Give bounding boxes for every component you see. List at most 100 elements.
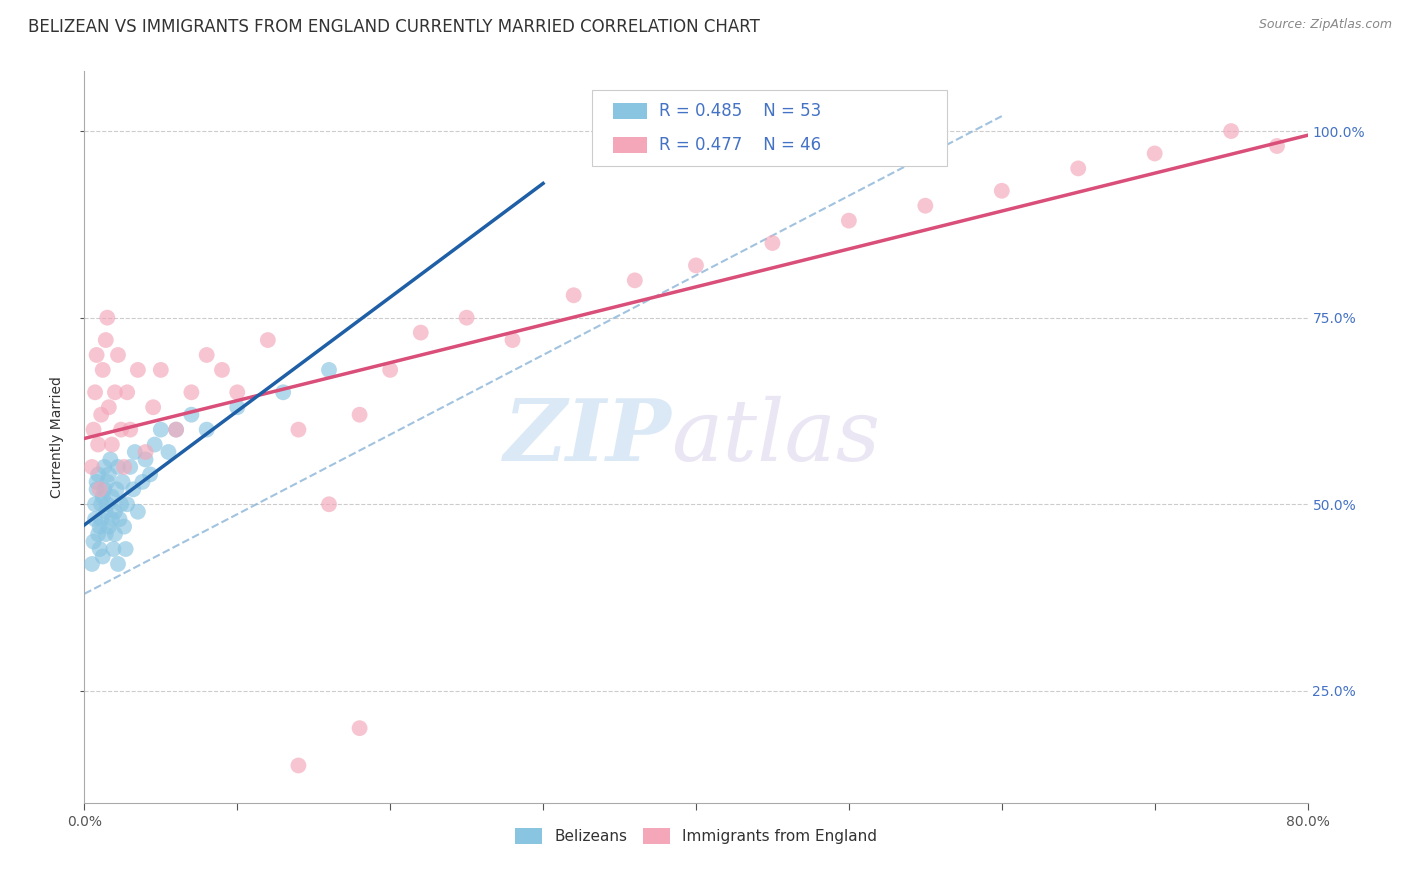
Point xyxy=(165,423,187,437)
Point xyxy=(120,423,142,437)
Point xyxy=(103,542,125,557)
Point xyxy=(94,333,117,347)
Point xyxy=(1067,161,1090,176)
Point xyxy=(502,333,524,347)
Point xyxy=(89,483,111,497)
Point xyxy=(107,348,129,362)
Point xyxy=(111,475,134,489)
Point xyxy=(98,452,121,467)
Point xyxy=(80,557,103,571)
Point xyxy=(104,385,127,400)
Point xyxy=(97,519,120,533)
Point xyxy=(94,505,117,519)
Point xyxy=(87,437,110,451)
Text: R = 0.477    N = 46: R = 0.477 N = 46 xyxy=(659,136,821,154)
Point xyxy=(624,273,647,287)
Point xyxy=(97,467,120,482)
Point xyxy=(349,721,371,735)
Text: Source: ZipAtlas.com: Source: ZipAtlas.com xyxy=(1258,18,1392,31)
Point xyxy=(87,467,110,482)
Point xyxy=(1143,146,1166,161)
Point xyxy=(165,423,187,437)
Point xyxy=(94,527,117,541)
Point xyxy=(83,534,105,549)
Point xyxy=(456,310,478,325)
Point xyxy=(84,512,107,526)
Point xyxy=(127,363,149,377)
Point xyxy=(318,363,340,377)
Point xyxy=(838,213,860,227)
Point xyxy=(409,326,432,340)
Point xyxy=(110,497,132,511)
Point xyxy=(96,475,118,489)
Point xyxy=(122,483,145,497)
Point xyxy=(380,363,402,377)
Text: ZIP: ZIP xyxy=(503,395,672,479)
Point xyxy=(101,490,124,504)
Point xyxy=(195,423,218,437)
Point xyxy=(91,363,114,377)
Point xyxy=(104,505,127,519)
Point xyxy=(107,459,129,474)
Point xyxy=(91,490,114,504)
Point xyxy=(211,363,233,377)
Point xyxy=(195,348,218,362)
Point xyxy=(257,333,280,347)
Point xyxy=(105,483,128,497)
Point xyxy=(157,445,180,459)
Point xyxy=(120,459,142,474)
Point xyxy=(135,452,157,467)
Point xyxy=(87,527,110,541)
Point xyxy=(96,497,118,511)
Point xyxy=(90,512,112,526)
Point xyxy=(287,423,309,437)
Point xyxy=(101,512,124,526)
Point xyxy=(107,557,129,571)
Point xyxy=(226,401,249,415)
Point xyxy=(86,348,108,362)
Point xyxy=(96,310,118,325)
Legend: Belizeans, Immigrants from England: Belizeans, Immigrants from England xyxy=(509,822,883,850)
Point xyxy=(115,497,138,511)
Point xyxy=(1220,124,1243,138)
Point xyxy=(84,497,107,511)
Point xyxy=(83,423,105,437)
Point xyxy=(80,459,103,474)
Point xyxy=(271,385,294,400)
Point xyxy=(91,549,114,564)
Point xyxy=(90,408,112,422)
Point xyxy=(149,363,172,377)
Point xyxy=(318,497,340,511)
Point xyxy=(97,401,120,415)
Point xyxy=(84,385,107,400)
Point xyxy=(93,483,115,497)
Point xyxy=(89,542,111,557)
Point xyxy=(991,184,1014,198)
Point xyxy=(139,467,162,482)
Point xyxy=(142,401,165,415)
Point xyxy=(287,758,309,772)
Point xyxy=(115,385,138,400)
Y-axis label: Currently Married: Currently Married xyxy=(51,376,65,498)
Text: BELIZEAN VS IMMIGRANTS FROM ENGLAND CURRENTLY MARRIED CORRELATION CHART: BELIZEAN VS IMMIGRANTS FROM ENGLAND CURR… xyxy=(28,18,761,36)
Point xyxy=(1265,139,1288,153)
Point xyxy=(114,542,136,557)
Point xyxy=(143,437,166,451)
Point xyxy=(914,199,936,213)
Point xyxy=(112,519,135,533)
Point xyxy=(108,512,131,526)
Text: R = 0.485    N = 53: R = 0.485 N = 53 xyxy=(659,102,821,120)
FancyBboxPatch shape xyxy=(592,90,946,167)
Point xyxy=(562,288,585,302)
Point xyxy=(149,423,172,437)
FancyBboxPatch shape xyxy=(613,103,647,119)
Point xyxy=(180,408,202,422)
Point xyxy=(135,445,157,459)
Point xyxy=(104,527,127,541)
Point xyxy=(124,445,146,459)
Point xyxy=(86,475,108,489)
Point xyxy=(127,505,149,519)
Point xyxy=(86,483,108,497)
Point xyxy=(89,519,111,533)
Point xyxy=(131,475,153,489)
